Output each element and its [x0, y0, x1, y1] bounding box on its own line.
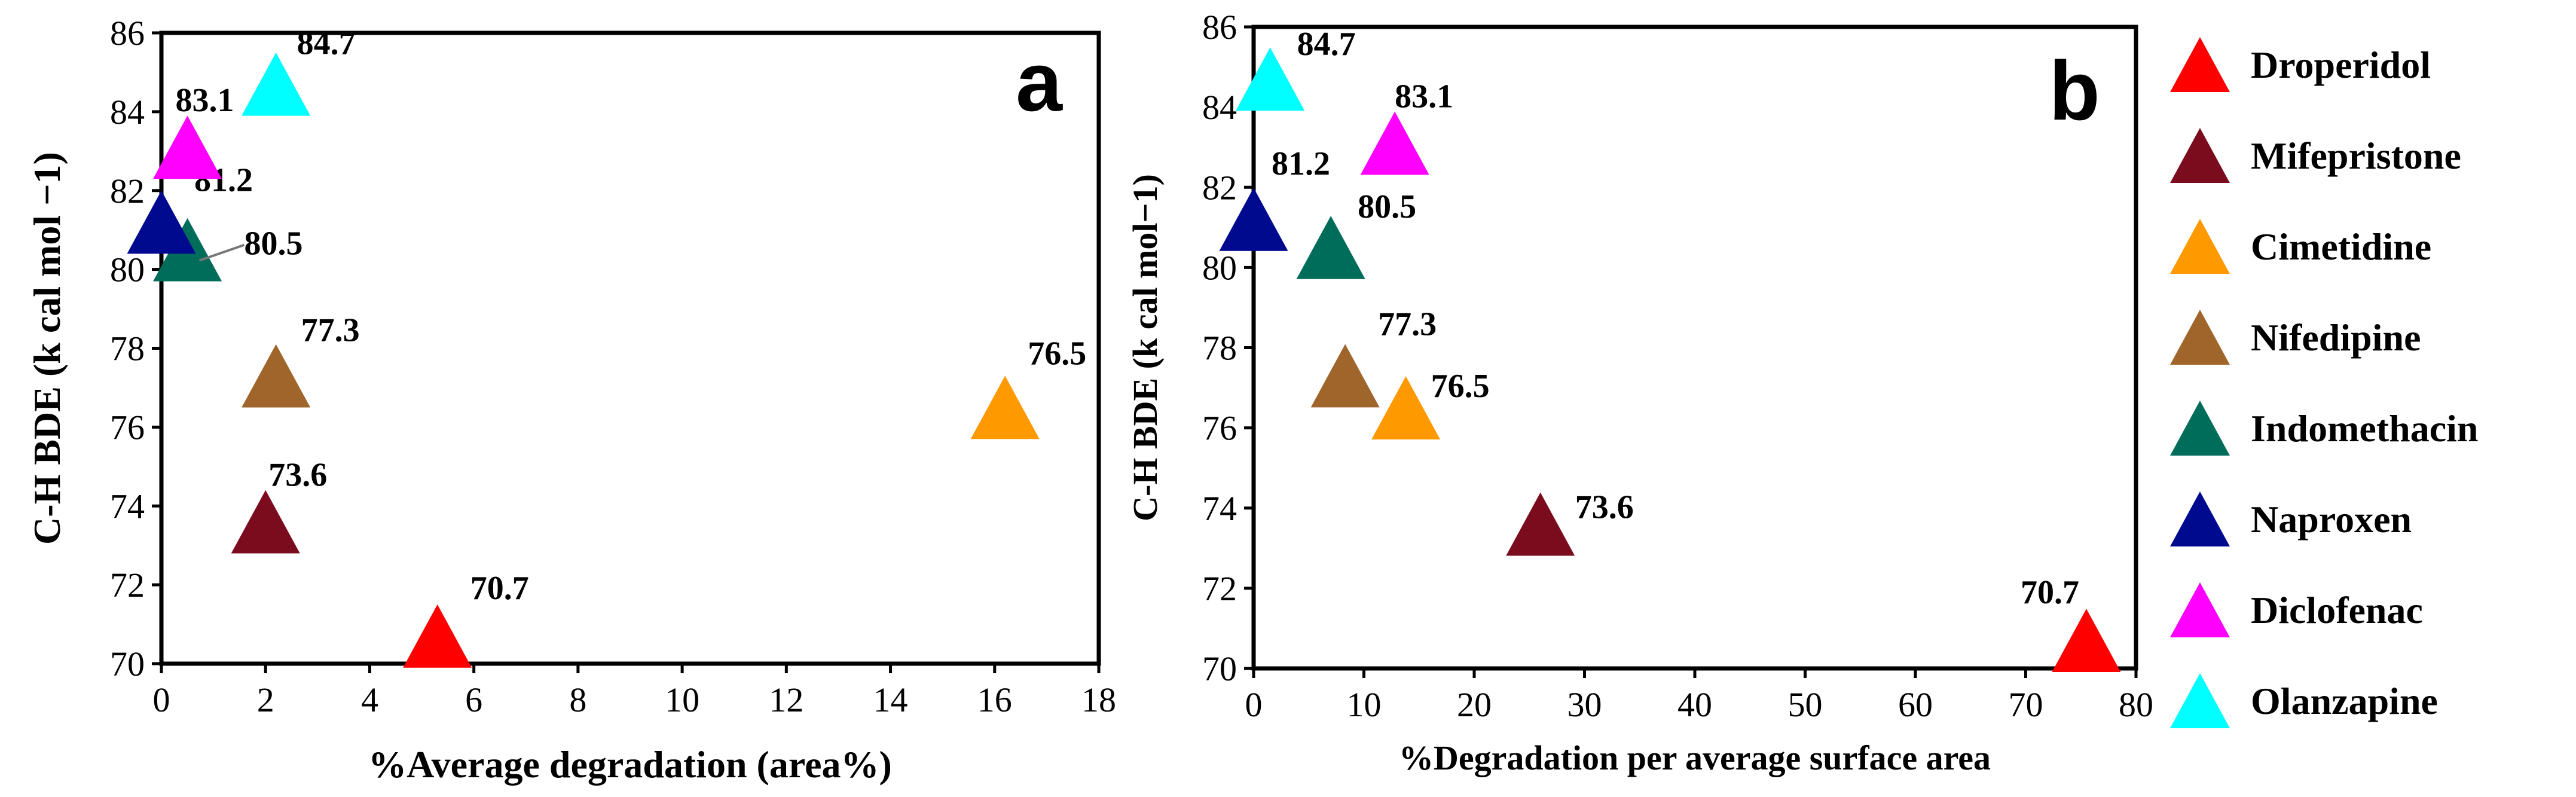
legend-label-droperidol: Droperidol — [2251, 44, 2431, 86]
x-tick-label: 10 — [665, 680, 699, 719]
data-label-diclofenac: 83.1 — [1395, 78, 1453, 115]
y-tick-label: 76 — [1202, 409, 1237, 448]
data-label-mifepristone: 73.6 — [1575, 489, 1634, 526]
legend-marker-diclofenac — [2170, 582, 2230, 637]
data-label-nifedipine: 77.3 — [301, 312, 360, 349]
legend-marker-mifepristone — [2170, 128, 2230, 183]
x-tick-label: 60 — [1898, 685, 1933, 724]
legend-marker-nifedipine — [2170, 310, 2230, 365]
x-tick-label: 0 — [1245, 685, 1263, 724]
panel-letter: b — [2049, 44, 2100, 138]
y-tick-label: 72 — [110, 566, 145, 604]
x-tick-label: 70 — [2009, 685, 2043, 724]
x-tick-label: 6 — [465, 680, 482, 719]
legend-marker-olanzapine — [2170, 673, 2230, 728]
legend-label-naproxen: Naproxen — [2251, 498, 2412, 541]
y-tick-label: 84 — [110, 93, 145, 132]
x-axis-title: %Average degradation (area%) — [368, 743, 892, 786]
x-tick-label: 0 — [153, 680, 170, 719]
legend-marker-droperidol — [2170, 37, 2230, 92]
data-label-olanzapine: 84.7 — [1297, 26, 1356, 63]
point-droperidol — [2052, 609, 2120, 672]
y-axis-title: C-H BDE (k cal mol −1) — [26, 152, 68, 545]
data-label-cimetidine: 76.5 — [1028, 335, 1086, 372]
data-label-olanzapine: 84.7 — [297, 25, 356, 62]
x-tick-label: 10 — [1347, 685, 1382, 724]
y-tick-label: 80 — [1202, 248, 1237, 287]
x-tick-label: 8 — [569, 680, 586, 719]
data-label-naproxen: 81.2 — [1272, 145, 1330, 182]
y-tick-label: 70 — [110, 645, 145, 683]
panel-b: 0 10 20 30 40 50 60 70 80 70 72 74 76 78 80 82 84 86 %Degr… — [1126, 8, 2153, 777]
panel-a: 0 2 4 6 8 10 12 14 16 18 70 72 74 76 78 80 82 84 86 %Averag… — [26, 14, 1116, 786]
data-label-mifepristone: 73.6 — [268, 457, 327, 494]
figure: 0 2 4 6 8 10 12 14 16 18 70 72 74 76 78 80 82 84 86 %Averag… — [0, 0, 2576, 797]
data-label-nifedipine: 77.3 — [1378, 306, 1437, 343]
x-tick-label: 40 — [1677, 685, 1712, 724]
x-tick-label: 12 — [769, 680, 803, 719]
legend-marker-indomethacin — [2170, 401, 2230, 456]
x-tick-label: 14 — [873, 680, 908, 719]
point-diclofenac — [1361, 112, 1429, 175]
legend-label-indomethacin: Indomethacin — [2251, 407, 2479, 450]
x-tick-label: 4 — [361, 680, 378, 719]
data-label-indomethacin: 80.5 — [1358, 188, 1416, 225]
x-tick-label: 80 — [2119, 685, 2153, 724]
legend-marker-naproxen — [2170, 491, 2230, 546]
y-tick-label: 86 — [1202, 8, 1237, 47]
data-label-droperidol: 70.7 — [470, 570, 529, 607]
y-tick-label: 80 — [110, 251, 145, 289]
y-tick-label: 84 — [1202, 88, 1237, 127]
data-label-cimetidine: 76.5 — [1431, 368, 1490, 405]
legend-label-cimetidine: Cimetidine — [2251, 225, 2431, 268]
legend-label-nifedipine: Nifedipine — [2251, 316, 2421, 359]
x-tick-label: 50 — [1788, 685, 1823, 724]
y-tick-label: 82 — [110, 172, 145, 210]
legend-label-diclofenac: Diclofenac — [2251, 589, 2423, 631]
y-tick-label: 70 — [1202, 649, 1237, 688]
y-tick-label: 74 — [1202, 489, 1237, 528]
x-tick-label: 16 — [977, 680, 1012, 719]
x-axis-title: %Degradation per average surface area — [1399, 738, 1991, 777]
y-tick-label: 86 — [110, 14, 145, 53]
y-tick-label: 78 — [1202, 329, 1237, 368]
data-label-droperidol: 70.7 — [2021, 574, 2079, 611]
x-tick-label: 18 — [1081, 680, 1116, 719]
x-tick-label: 30 — [1567, 685, 1602, 724]
y-axis-title: C-H BDE (k cal mol−1) — [1126, 174, 1165, 521]
y-tick-label: 72 — [1202, 569, 1237, 608]
panel-letter: a — [1016, 35, 1063, 129]
point-mifepristone — [231, 490, 300, 554]
data-label-diclofenac: 83.1 — [176, 82, 234, 119]
point-droperidol — [403, 604, 472, 668]
legend-label-olanzapine: Olanzapine — [2251, 680, 2438, 722]
point-cimetidine — [971, 376, 1040, 439]
y-tick-label: 74 — [110, 487, 145, 526]
plot-frame — [1254, 27, 2136, 668]
y-tick-label: 76 — [110, 408, 145, 447]
point-nifedipine — [242, 344, 310, 408]
legend-marker-cimetidine — [2170, 219, 2230, 274]
point-mifepristone — [1506, 493, 1575, 556]
x-tick-label: 2 — [257, 680, 274, 719]
y-tick-label: 78 — [110, 329, 145, 368]
point-nifedipine — [1311, 344, 1380, 408]
point-indomethacin — [1297, 216, 1365, 279]
x-tick-label: 20 — [1457, 685, 1492, 724]
legend: Droperidol Mifepristone Cimetidine Nifedipi… — [2170, 37, 2479, 728]
data-label-indomethacin: 80.5 — [245, 225, 303, 262]
legend-label-mifepristone: Mifepristone — [2251, 135, 2461, 177]
y-tick-label: 82 — [1202, 168, 1237, 207]
point-cimetidine — [1371, 376, 1440, 439]
point-olanzapine — [1236, 47, 1304, 111]
